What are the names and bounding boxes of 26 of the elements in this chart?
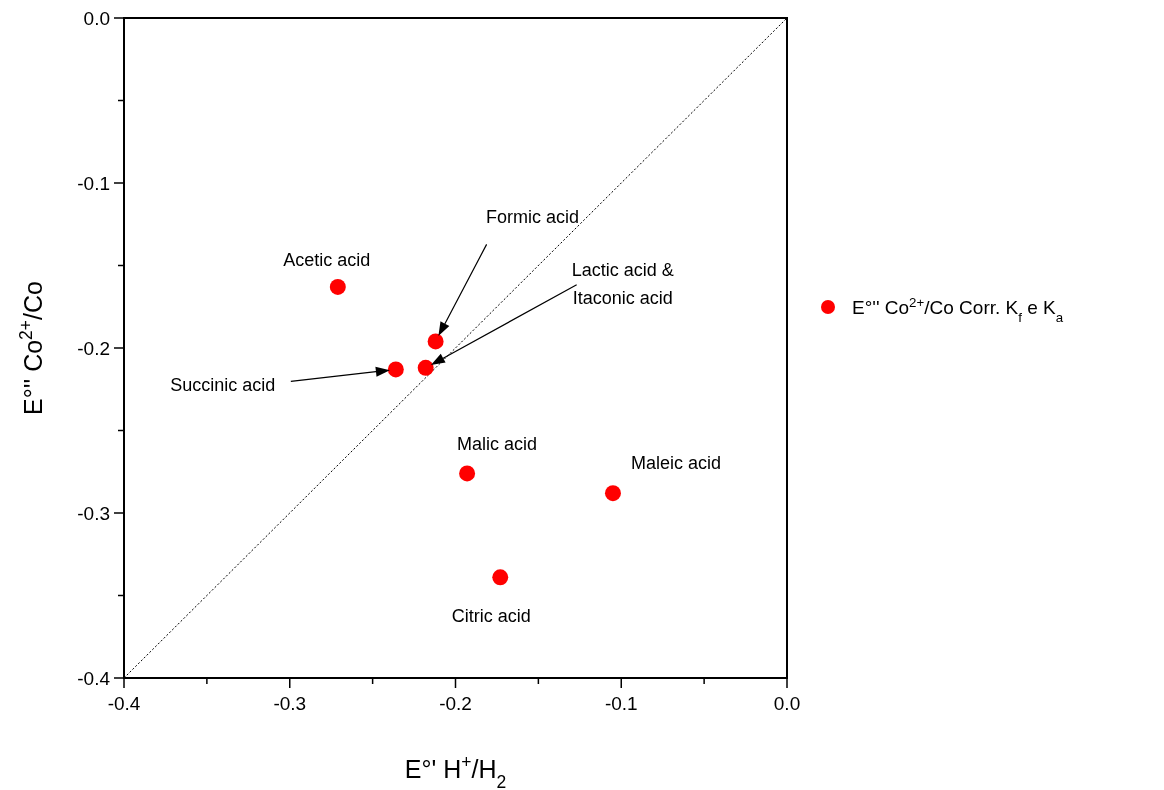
annotation: Formic acid <box>486 207 580 228</box>
point <box>387 361 404 378</box>
x-axis-title: E°' H$^{+}$/H$_{2}$ <box>404 752 507 790</box>
annotation: Citric acid <box>451 606 531 627</box>
annotation: Lactic acid & Itaconic acid <box>571 259 674 308</box>
y-tick-label: -0.2 <box>77 338 110 359</box>
annotation: Maleic acid <box>630 453 721 474</box>
x-tick-label: -0.2 <box>439 693 472 714</box>
point <box>329 278 346 295</box>
point <box>492 569 509 586</box>
y-tick-label: -0.1 <box>77 173 110 194</box>
point <box>427 333 444 350</box>
annotation: Malic acid <box>457 434 538 455</box>
point <box>417 359 434 376</box>
annotation: Acetic acid <box>283 249 371 270</box>
point <box>604 485 621 502</box>
y-tick-label: -0.4 <box>77 668 111 689</box>
legend-label: E°'' Co$^{2+}$/Co Corr. K$_{f}$ e K$_{a}$ <box>852 294 1064 325</box>
x-tick-label: -0.1 <box>604 693 638 714</box>
y-tick-label: -0.3 <box>77 503 110 524</box>
x-tick-label: 0.0 <box>773 693 801 714</box>
annotation: Succinic acid <box>170 375 276 396</box>
point <box>459 465 476 482</box>
x-tick-label: -0.4 <box>107 693 141 714</box>
y-tick-label: 0.0 <box>83 8 110 29</box>
x-tick-label: -0.3 <box>273 693 307 714</box>
